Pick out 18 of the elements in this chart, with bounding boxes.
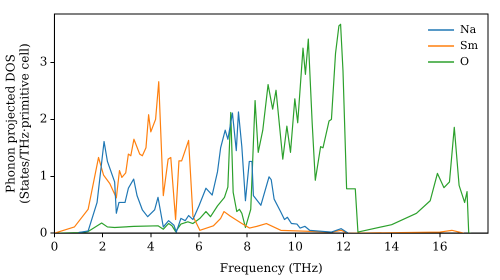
x-tick-label: 14 bbox=[384, 240, 400, 254]
x-tick-label: 8 bbox=[243, 240, 251, 254]
y-tick-label: 0 bbox=[40, 225, 48, 240]
x-axis-title: Frequency (THz) bbox=[220, 260, 323, 275]
x-tick-label: 6 bbox=[195, 240, 203, 254]
y-tick-label: 2 bbox=[40, 111, 48, 126]
legend-label: Na bbox=[460, 22, 477, 36]
x-tick-label: 10 bbox=[288, 240, 303, 254]
y-tick-label: 3 bbox=[40, 54, 48, 69]
y-tick-label: 1 bbox=[40, 168, 48, 182]
legend-label: Sm bbox=[460, 38, 479, 52]
x-tick-label: 12 bbox=[336, 240, 352, 254]
x-tick-label: 16 bbox=[432, 240, 448, 254]
y-axis-title: Phonon projected DOS (States/THz·primitive cell) bbox=[3, 43, 32, 204]
legend-label: O bbox=[460, 54, 470, 68]
x-tick-label: 2 bbox=[98, 240, 106, 254]
x-tick-label: 4 bbox=[146, 240, 155, 254]
x-tick-label: 0 bbox=[50, 240, 58, 254]
